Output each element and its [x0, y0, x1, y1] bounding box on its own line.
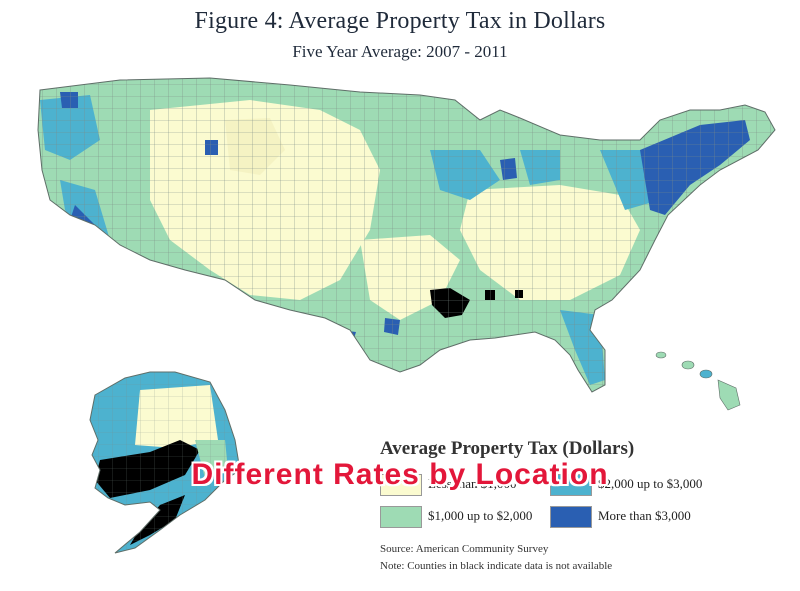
legend-title: Average Property Tax (Dollars): [380, 438, 635, 459]
legend-label: More than $3,000: [598, 508, 691, 523]
footnote: Note: Counties in black indicate data is…: [380, 560, 613, 572]
map-subtitle: Five Year Average: 2007 - 2011: [292, 42, 508, 61]
overlay-caption: Different Rates by Location: [191, 458, 609, 491]
legend-label: Less than $1,000: [428, 476, 517, 491]
legend-label: $1,000 up to $2,000: [428, 508, 533, 523]
map-title: Figure 4: Average Property Tax in Dollar…: [194, 8, 606, 34]
legend-swatch: [550, 474, 592, 496]
legend-swatch: [550, 506, 592, 528]
hawaii: [655, 351, 741, 411]
contiguous-us: [38, 78, 775, 392]
legend-swatch: [380, 506, 422, 528]
legend-swatch: [380, 474, 422, 496]
source-note: Source: American Community Survey: [380, 543, 549, 555]
legend-label: $2,000 up to $3,000: [598, 476, 703, 491]
alaska: [90, 372, 240, 553]
